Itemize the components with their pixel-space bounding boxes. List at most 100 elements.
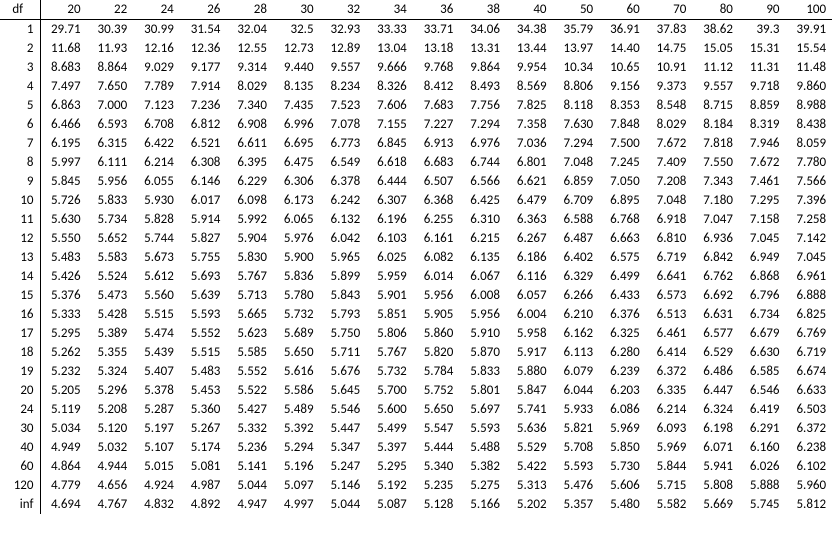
cell: 5.107 [133, 438, 180, 457]
cell: 6.395 [226, 153, 273, 172]
cell: 5.652 [87, 229, 134, 248]
cell: 4.997 [273, 495, 320, 514]
cell: 5.767 [226, 267, 273, 286]
column-header: 24 [133, 0, 180, 20]
cell: 7.045 [786, 248, 832, 267]
cell: 8.493 [459, 77, 506, 96]
cell: 6.573 [646, 286, 693, 305]
row-label: inf [0, 495, 40, 514]
cell: 6.769 [786, 324, 832, 343]
cell: 5.711 [320, 343, 367, 362]
cell: 5.793 [320, 305, 367, 324]
table-row: 129.7130.3930.9931.5432.0432.532.9333.33… [0, 20, 832, 40]
cell: 7.078 [320, 115, 367, 134]
cell: 5.851 [366, 305, 413, 324]
cell: 37.83 [646, 20, 693, 40]
cell: 6.521 [180, 134, 227, 153]
column-header: 100 [786, 0, 832, 20]
row-label: 60 [0, 457, 40, 476]
cell: 7.672 [739, 153, 786, 172]
cell: 5.730 [599, 457, 646, 476]
cell: 6.307 [366, 191, 413, 210]
cell: 6.630 [739, 343, 786, 362]
cell: 14.75 [646, 39, 693, 58]
row-label: 8 [0, 153, 40, 172]
cell: 10.65 [599, 58, 646, 77]
cell: 13.44 [506, 39, 553, 58]
cell: 5.808 [692, 476, 739, 495]
cell: 5.697 [459, 400, 506, 419]
cell: 7.048 [553, 153, 600, 172]
cell: 5.732 [273, 305, 320, 324]
cell: 5.676 [320, 362, 367, 381]
cell: 5.119 [40, 400, 87, 419]
cell: 6.026 [739, 457, 786, 476]
cell: 5.836 [273, 267, 320, 286]
cell: 6.611 [226, 134, 273, 153]
row-label: 11 [0, 210, 40, 229]
row-label: 7 [0, 134, 40, 153]
cell: 8.118 [553, 96, 600, 115]
cell: 6.529 [692, 343, 739, 362]
cell: 5.976 [273, 229, 320, 248]
cell: 6.067 [459, 267, 506, 286]
cell: 7.523 [320, 96, 367, 115]
cell: 5.483 [40, 248, 87, 267]
cell: 5.901 [366, 286, 413, 305]
cell: 4.656 [87, 476, 134, 495]
cell: 29.71 [40, 20, 87, 40]
row-label: 13 [0, 248, 40, 267]
row-label: 14 [0, 267, 40, 286]
cell: 5.726 [40, 191, 87, 210]
cell: 12.55 [226, 39, 273, 58]
cell: 6.996 [273, 115, 320, 134]
column-header: 70 [646, 0, 693, 20]
cell: 13.97 [553, 39, 600, 58]
cell: 5.806 [366, 324, 413, 343]
cell: 5.332 [226, 419, 273, 438]
cell: 6.475 [273, 153, 320, 172]
cell: 7.848 [599, 115, 646, 134]
cell: 7.780 [786, 153, 832, 172]
table-row: inf4.6944.7674.8324.8924.9474.9975.0445.… [0, 495, 832, 514]
cell: 5.378 [133, 381, 180, 400]
cell: 4.944 [87, 457, 134, 476]
cell: 6.683 [413, 153, 460, 172]
cell: 5.389 [87, 324, 134, 343]
cell: 5.767 [366, 343, 413, 362]
cell: 5.959 [366, 267, 413, 286]
cell: 9.666 [366, 58, 413, 77]
cell: 5.439 [133, 343, 180, 362]
cell: 7.650 [87, 77, 134, 96]
cell: 5.294 [273, 438, 320, 457]
table-row: 165.3335.4285.5155.5935.6655.7325.7935.8… [0, 305, 832, 324]
cell: 6.695 [273, 134, 320, 153]
cell: 30.39 [87, 20, 134, 40]
cell: 7.683 [413, 96, 460, 115]
cell: 6.071 [692, 438, 739, 457]
cell: 6.215 [459, 229, 506, 248]
cell: 5.392 [273, 419, 320, 438]
cell: 6.055 [133, 172, 180, 191]
table-row: 145.4265.5245.6125.6935.7675.8365.8995.9… [0, 267, 832, 286]
cell: 5.870 [459, 343, 506, 362]
cell: 6.773 [320, 134, 367, 153]
cell: 8.569 [506, 77, 553, 96]
cell: 5.208 [87, 400, 134, 419]
cell: 5.529 [506, 438, 553, 457]
cell: 5.236 [226, 438, 273, 457]
cell: 5.447 [320, 419, 367, 438]
cell: 32.93 [320, 20, 367, 40]
cell: 6.447 [692, 381, 739, 400]
cell: 8.184 [692, 115, 739, 134]
cell: 6.503 [786, 400, 832, 419]
cell: 6.796 [739, 286, 786, 305]
cell: 5.205 [40, 381, 87, 400]
cell: 7.208 [646, 172, 693, 191]
cell: 5.693 [180, 267, 227, 286]
cell: 6.132 [320, 210, 367, 229]
cell: 5.708 [553, 438, 600, 457]
cell: 5.355 [87, 343, 134, 362]
row-label: 16 [0, 305, 40, 324]
cell: 13.18 [413, 39, 460, 58]
